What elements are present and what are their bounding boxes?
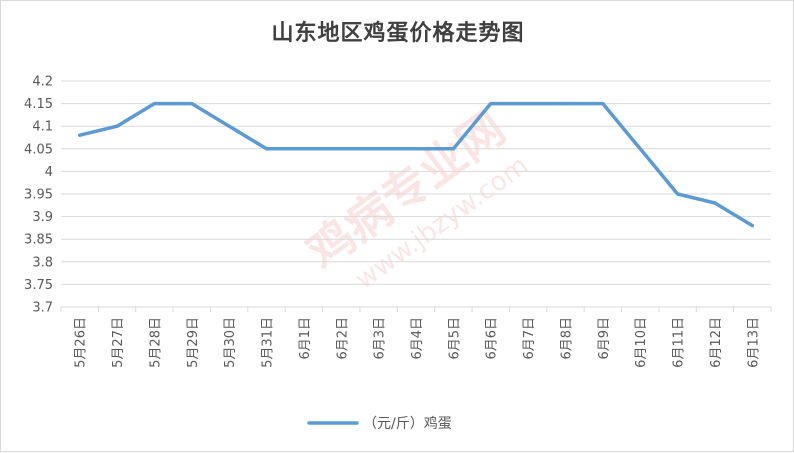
data-point [526,102,530,106]
x-tick-label: 6月5日 [447,317,462,360]
data-point [414,147,418,151]
x-tick-label: 5月27日 [111,317,126,368]
x-tick-label: 6月9日 [597,317,612,360]
data-point [489,102,493,106]
data-point [227,124,231,128]
data-point [676,192,680,196]
x-tick-label: 5月31日 [261,317,276,368]
y-tick-label: 3.85 [24,233,53,248]
y-tick-label: 3.75 [24,278,53,293]
data-point [451,147,455,151]
data-point [638,147,642,151]
x-tick-label: 5月29日 [186,317,201,368]
x-tick-label: 6月4日 [410,317,425,360]
x-tick-label: 6月6日 [485,317,500,360]
data-point [713,201,717,205]
data-point [750,224,754,228]
y-tick-label: 4.1 [32,120,53,135]
data-point [377,147,381,151]
x-tick-label: 6月12日 [709,317,724,368]
data-point [78,133,82,137]
x-tick-label: 5月26日 [74,317,89,368]
data-point [302,147,306,151]
x-tick-label: 5月28日 [148,317,163,368]
data-point [601,102,605,106]
y-tick-label: 4.15 [24,97,53,112]
y-tick-label: 3.7 [32,301,53,316]
data-point [339,147,343,151]
x-tick-label: 6月1日 [298,317,313,360]
data-point [115,124,119,128]
y-tick-label: 4 [45,165,53,180]
x-tick-label: 5月30日 [223,317,238,368]
x-tick-label: 6月7日 [522,317,537,360]
data-point [190,102,194,106]
x-tick-label: 6月3日 [373,317,388,360]
data-point [152,102,156,106]
x-tick-label: 6月13日 [746,317,761,368]
x-tick-label: 6月8日 [559,317,574,360]
y-tick-label: 3.8 [32,255,53,270]
x-tick-label: 6月11日 [672,317,687,368]
y-tick-label: 4.05 [24,142,53,157]
data-point [265,147,269,151]
x-tick-label: 6月2日 [335,317,350,360]
y-tick-label: 4.2 [32,75,53,90]
x-tick-label: 6月10日 [634,317,649,368]
legend-label: （元/斤）鸡蛋 [363,415,452,432]
data-point [563,102,567,106]
y-tick-label: 3.9 [32,210,53,225]
chart-title: 山东地区鸡蛋价格走势图 [271,21,525,46]
y-tick-label: 3.95 [24,188,53,203]
